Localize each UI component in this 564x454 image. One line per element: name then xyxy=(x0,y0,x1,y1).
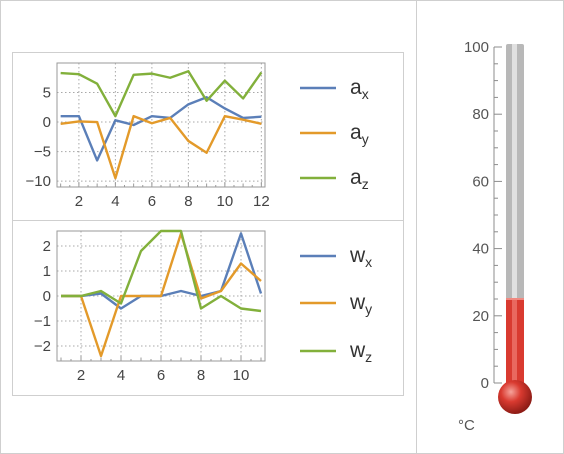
thermometer-gauge: 0 20 40 60 80 100 xyxy=(464,39,532,414)
gyro-panel: 2 4 6 8 10 2 1 0 −1 −2 wx wy wz xyxy=(12,220,404,396)
accel-panel: 2 4 6 8 10 12 5 0 −5 −10 ax ay az xyxy=(12,52,404,221)
gyro-x-tick-label: 6 xyxy=(157,367,165,384)
gyro-x-tick-label: 8 xyxy=(197,367,205,384)
gyro-series-wy-line xyxy=(61,232,262,358)
accel-plot-frame xyxy=(56,62,266,188)
gyro-y-tick-label: −2 xyxy=(34,338,51,355)
thermometer-tube-highlight xyxy=(512,44,517,392)
accel-x-tick-label: 10 xyxy=(217,193,234,210)
thermometer-bulb xyxy=(498,380,532,414)
accel-x-tick-label: 6 xyxy=(148,193,156,210)
accel-legend-label-ay: ay xyxy=(350,121,369,147)
accel-chart: 2 4 6 8 10 12 5 0 −5 −10 ax ay az xyxy=(26,62,369,210)
thermometer-tick-label: 20 xyxy=(472,308,489,325)
thermometer-tick-label: 100 xyxy=(464,39,489,56)
gyro-y-tick-label: 2 xyxy=(43,238,51,255)
gyro-legend-label-wx: wx xyxy=(349,244,372,270)
thermometer-mercury-highlight xyxy=(512,299,517,393)
thermometer-tick-label: 60 xyxy=(472,173,489,190)
gyro-x-tick-label: 10 xyxy=(233,367,250,384)
frame-divider xyxy=(416,0,417,454)
accel-x-tick-label: 2 xyxy=(75,193,83,210)
thermometer-unit-label: °C xyxy=(458,417,475,434)
accel-x-tick-label: 12 xyxy=(253,193,270,210)
accel-x-tick-label: 8 xyxy=(184,193,192,210)
thermometer-tick-label: 40 xyxy=(472,241,489,258)
accel-series-ay-line xyxy=(60,114,262,180)
thermometer-tick-label: 80 xyxy=(472,106,489,123)
accel-legend-label-ax: ax xyxy=(350,76,369,102)
accel-y-tick-label: 5 xyxy=(43,85,51,102)
accel-y-tick-label: −10 xyxy=(26,173,51,190)
accel-y-tick-label: 0 xyxy=(43,114,51,131)
gyro-legend-label-wy: wy xyxy=(349,291,372,317)
gyro-x-tick-label: 2 xyxy=(77,367,85,384)
gyro-x-tick-label: 4 xyxy=(117,367,125,384)
accel-x-tick-label: 4 xyxy=(111,193,119,210)
gyro-legend-label-wz: wz xyxy=(349,339,372,365)
gyro-y-tick-label: 0 xyxy=(43,288,51,305)
gyro-y-tick-label: −1 xyxy=(34,313,51,330)
accel-legend-label-az: az xyxy=(350,166,369,192)
accel-series-az-line xyxy=(60,70,263,118)
thermometer-tick-label: 0 xyxy=(481,375,489,392)
accel-series-ax-line xyxy=(60,96,262,162)
accel-y-tick-label: −5 xyxy=(34,144,51,161)
gyro-y-tick-label: 1 xyxy=(43,263,51,280)
gyro-series-wz-line xyxy=(61,229,262,313)
